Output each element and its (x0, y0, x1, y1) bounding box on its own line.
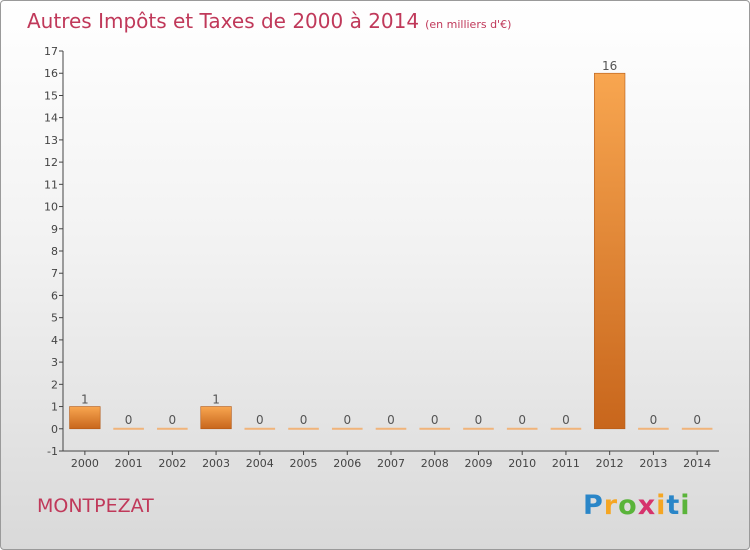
bar-value-label: 0 (300, 413, 308, 427)
logo-letter: t (666, 490, 681, 521)
y-tick-label: 13 (44, 134, 58, 147)
bar-value-label: 0 (475, 413, 483, 427)
y-tick-label: 2 (51, 378, 58, 391)
bar (375, 427, 407, 430)
y-tick-label: 8 (51, 245, 58, 258)
x-tick-label: 2012 (596, 457, 624, 470)
x-tick-label: 2007 (377, 457, 405, 470)
x-tick-label: 2005 (290, 457, 318, 470)
bar-value-label: 1 (81, 393, 89, 407)
bar (506, 427, 538, 430)
bars: 1 0 0 1 0 0 0 0 0 0 0 0 16 0 0 (69, 59, 713, 430)
logo-letter: i (656, 490, 667, 521)
logo-letter: r (603, 490, 619, 521)
commune-name: MONTPEZAT (37, 495, 154, 517)
bar (638, 427, 669, 430)
logo-letter: i (680, 490, 691, 521)
bar (463, 427, 494, 430)
proxiti-logo: Proxiti (583, 490, 691, 521)
y-tick-label: 10 (44, 201, 58, 214)
y-tick-label: 15 (44, 89, 58, 102)
y-tick-label: -1 (47, 445, 58, 458)
x-tick-label: 2009 (464, 457, 492, 470)
x-tick-label: 2008 (421, 457, 449, 470)
bar (288, 427, 319, 430)
x-tick-label: 2013 (639, 457, 667, 470)
bar-value-label: 16 (602, 59, 617, 73)
y-tick-label: 12 (44, 156, 58, 169)
bar-value-label: 1 (212, 393, 220, 407)
bar-value-label: 0 (693, 413, 701, 427)
y-tick-label: 3 (51, 356, 58, 369)
y-tick-label: 17 (44, 45, 58, 58)
y-tick-label: 6 (51, 289, 58, 302)
x-tick-label: 2014 (683, 457, 711, 470)
y-tick-label: 14 (44, 112, 58, 125)
bar-value-label: 0 (431, 413, 439, 427)
x-tick-label: 2010 (508, 457, 536, 470)
logo-letter: o (618, 490, 638, 521)
bar-value-label: 0 (650, 413, 658, 427)
bar (681, 427, 713, 430)
bar-value-label: 0 (562, 413, 570, 427)
y-tick-label: 1 (51, 401, 58, 414)
bar-value-label: 0 (125, 413, 133, 427)
y-tick-label: 5 (51, 312, 58, 325)
x-tick-label: 2011 (552, 457, 580, 470)
bar (419, 427, 451, 430)
bar-value-label: 0 (256, 413, 264, 427)
bar-value-label: 0 (387, 413, 395, 427)
bar-value-label: 0 (169, 413, 177, 427)
x-tick-label: 2003 (202, 457, 230, 470)
bar (331, 427, 363, 430)
title-text: Autres Impôts et Taxes de 2000 à 2014 (27, 9, 420, 33)
logo-letter: P (583, 490, 604, 521)
bar (244, 427, 276, 430)
bar (157, 427, 188, 430)
bar (594, 72, 626, 430)
y-tick-label: 0 (51, 423, 58, 436)
y-tick-label: 16 (44, 67, 58, 80)
bar-value-label: 0 (343, 413, 351, 427)
y-tick-label: 11 (44, 178, 58, 191)
bar (200, 406, 232, 430)
x-tick-label: 2000 (71, 457, 99, 470)
y-tick-label: 9 (51, 223, 58, 236)
chart-title: Autres Impôts et Taxes de 2000 à 2014 (en… (27, 9, 511, 33)
y-tick-label: 7 (51, 267, 58, 280)
bar (113, 427, 144, 430)
bar (69, 406, 101, 430)
x-tick-label: 2006 (333, 457, 361, 470)
bar (550, 427, 582, 430)
x-tick-label: 2001 (115, 457, 143, 470)
unit-label: (en milliers d'€) (425, 18, 512, 31)
logo-letter: x (637, 490, 657, 521)
bar-value-label: 0 (518, 413, 526, 427)
x-tick-label: 2002 (158, 457, 186, 470)
x-tick-label: 2004 (246, 457, 274, 470)
y-tick-label: 4 (51, 334, 58, 347)
